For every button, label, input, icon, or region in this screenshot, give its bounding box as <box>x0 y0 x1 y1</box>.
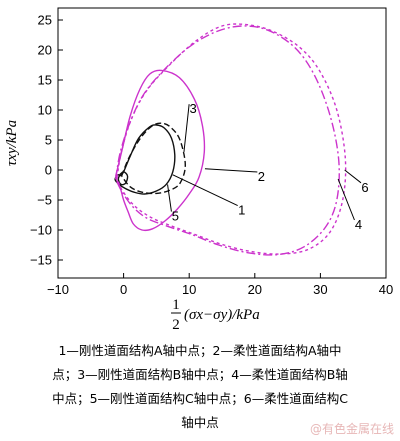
y-tick-label: 5 <box>45 133 52 148</box>
caption-line: 点；3—刚性道面结构B轴中点；4—柔性道面结构B轴 <box>52 367 348 382</box>
x-tick-label: 20 <box>248 282 262 297</box>
series-callout-label: 3 <box>190 101 197 116</box>
leader-line <box>172 174 238 207</box>
series-line-6 <box>116 23 347 255</box>
series-group <box>114 23 347 256</box>
chart: −15 −10 −5 0 5 10 15 20 25 −10 0 10 20 30 40 1 2 3 4 5 6 τ… <box>4 7 393 333</box>
series-callout-label: 4 <box>355 217 362 232</box>
leader-line <box>344 169 362 184</box>
y-tick-label: 10 <box>38 103 52 118</box>
y-tick-label: −5 <box>37 193 52 208</box>
figure-caption: 1—刚性道面结构A轴中点；2—柔性道面结构A轴中 点；3—刚性道面结构B轴中点；… <box>0 339 400 435</box>
y-tick-label: 15 <box>38 73 52 88</box>
x-label-frac-num: 1 <box>172 297 180 313</box>
caption-line: 中点；5—刚性道面结构C轴中点；6—柔性道面结构C <box>52 391 348 406</box>
y-axis-label: τxy/kPa <box>4 120 20 166</box>
y-tick-label: −10 <box>30 223 52 238</box>
x-tick-label: 10 <box>182 282 196 297</box>
x-label-text: (σx−σy)/kPa <box>184 307 260 323</box>
plot-frame <box>57 7 387 279</box>
leader-line <box>337 178 355 221</box>
series-line-2 <box>115 69 206 232</box>
series-callout-label: 2 <box>258 169 265 184</box>
series-line-1 <box>114 124 176 195</box>
y-tick-label: −15 <box>30 253 52 268</box>
y-axis-ticks: −15 −10 −5 0 5 10 15 20 25 <box>30 13 63 268</box>
caption-line: 1—刚性道面结构A轴中点；2—柔性道面结构A轴中 <box>58 343 342 358</box>
x-label-frac-den: 2 <box>172 317 180 333</box>
series-callout-label: 5 <box>172 209 179 224</box>
series-line-3 <box>120 122 187 195</box>
y-tick-label: 0 <box>45 163 52 178</box>
series-callout-label: 1 <box>238 203 245 218</box>
y-tick-label: 20 <box>38 43 52 58</box>
x-tick-label: 40 <box>379 282 393 297</box>
series-line-4 <box>115 25 340 256</box>
leader-line <box>183 104 190 153</box>
annotation-group: 1 2 3 4 5 6 <box>167 101 369 232</box>
x-tick-label: 0 <box>120 282 127 297</box>
leader-line <box>204 168 258 173</box>
y-tick-label: 25 <box>38 13 52 28</box>
x-tick-label: −10 <box>47 282 69 297</box>
x-tick-label: 30 <box>313 282 327 297</box>
caption-line: 轴中点 <box>181 415 219 430</box>
watermark: @有色金属在线 <box>309 422 394 436</box>
leader-line <box>167 184 172 212</box>
series-callout-label: 6 <box>361 180 368 195</box>
x-axis-label: 1 2 (σx−σy)/kPa <box>171 297 260 333</box>
x-axis-ticks: −10 0 10 20 30 40 <box>47 273 393 297</box>
series-line-5 <box>117 171 129 186</box>
